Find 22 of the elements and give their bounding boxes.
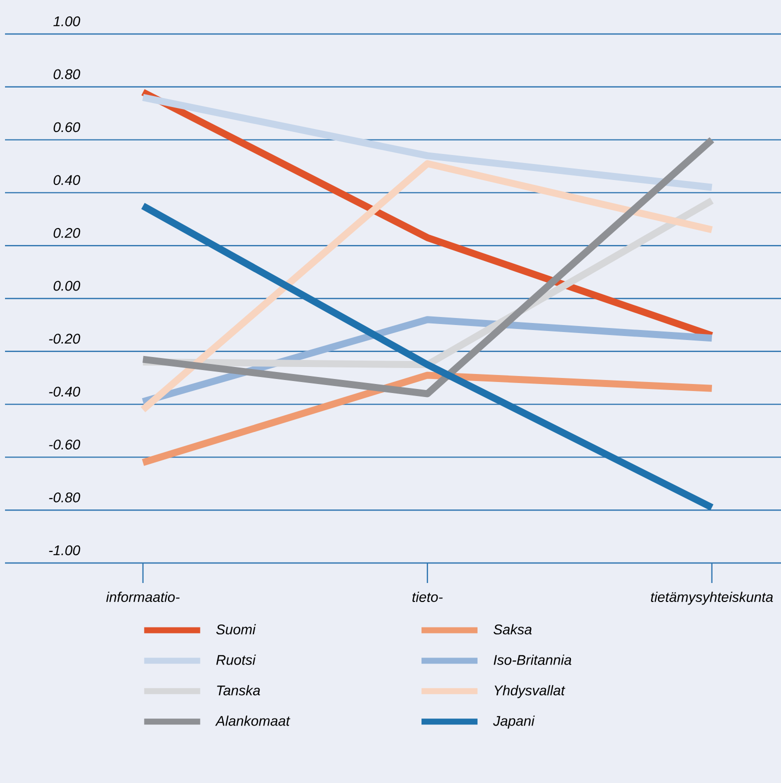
y-tick-label: 0.20 — [54, 228, 80, 238]
legend-label: Suomi — [216, 624, 256, 634]
x-tick-label: tietämysyhteiskunta — [651, 592, 773, 605]
y-tick-label: 1.00 — [53, 16, 80, 26]
legend-label: Japani — [493, 716, 535, 729]
y-tick-label: 0.60 — [54, 122, 80, 132]
legend-label: Ruotsi — [216, 654, 256, 665]
legend-label: Yhdysvallat — [494, 685, 566, 698]
y-tick-label: -0.60 — [49, 440, 80, 450]
legend-label: Alankomaat — [215, 716, 290, 726]
y-tick-label: -1.00 — [49, 545, 80, 556]
x-tick-label: informaatio- — [106, 592, 180, 602]
y-tick-label: -0.40 — [49, 386, 80, 397]
y-tick-label: 0.00 — [54, 280, 80, 291]
y-tick-label: 0.40 — [54, 175, 80, 185]
y-tick-label: -0.20 — [49, 334, 80, 344]
x-tick-label: tieto- — [412, 592, 443, 602]
y-tick-label: 0.80 — [54, 69, 80, 80]
legend-label: Iso-Britannia — [494, 654, 572, 665]
legend-label: Saksa — [494, 624, 532, 634]
legend-label: Tanska — [217, 685, 260, 696]
y-tick-label: -0.80 — [49, 492, 80, 502]
